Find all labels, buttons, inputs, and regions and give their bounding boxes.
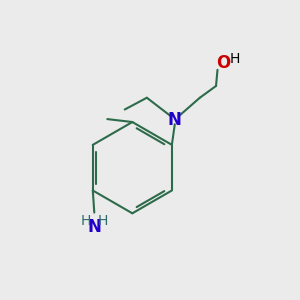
Text: H: H — [97, 214, 108, 228]
Text: N: N — [168, 111, 182, 129]
Text: H: H — [81, 214, 91, 228]
Text: O: O — [216, 54, 230, 72]
Text: H: H — [229, 52, 240, 66]
Text: N: N — [87, 218, 101, 236]
